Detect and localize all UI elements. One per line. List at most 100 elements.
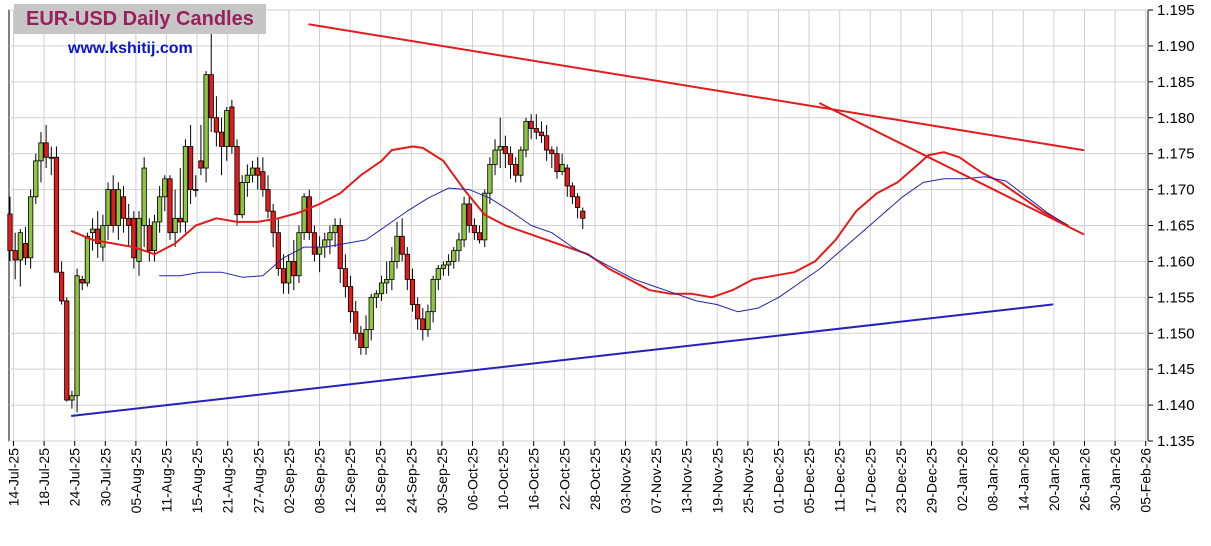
up-candle — [115, 189, 121, 226]
x-tick-label: 27-Aug-25 — [250, 448, 266, 514]
up-candle — [389, 261, 395, 280]
down-candle — [337, 225, 343, 269]
x-tick-label: 21-Aug-25 — [220, 448, 236, 514]
up-candle — [38, 142, 44, 162]
down-candle — [187, 146, 194, 190]
series — [7, 31, 586, 413]
x-tick-label: 02-Jan-26 — [954, 448, 970, 511]
up-candle — [84, 235, 90, 284]
down-candle — [110, 189, 116, 226]
down-candle — [22, 243, 29, 259]
up-candle — [456, 239, 462, 252]
down-candle — [280, 268, 287, 284]
up-candle — [497, 146, 503, 151]
down-candle — [7, 213, 13, 252]
down-candle — [270, 210, 276, 234]
y-tick-label: 1.175 — [1157, 146, 1195, 163]
down-candle — [291, 261, 297, 277]
up-candle — [172, 217, 178, 234]
down-candle — [208, 74, 214, 119]
x-tick-label: 10-Oct-25 — [495, 448, 511, 510]
up-candle — [296, 232, 302, 277]
x-tick-label: 30-Jul-25 — [97, 448, 113, 507]
y-tick-label: 1.165 — [1157, 218, 1195, 235]
x-tick-label: 20-Jan-26 — [1046, 448, 1062, 511]
x-tick-label: 01-Dec-25 — [771, 448, 787, 514]
down-candle — [265, 189, 271, 212]
up-candle — [89, 228, 96, 234]
x-tick-label: 30-Sep-25 — [434, 448, 450, 514]
down-candle — [533, 128, 539, 133]
up-candle — [244, 174, 250, 183]
down-candle — [53, 156, 60, 273]
x-tick-label: 24-Sep-25 — [403, 448, 419, 514]
down-candle — [507, 153, 514, 165]
x-tick-label: 30-Jan-26 — [1107, 448, 1123, 511]
down-candle — [476, 232, 483, 241]
y-tick-label: 1.195 — [1157, 2, 1195, 19]
up-candle — [461, 203, 467, 241]
down-candle — [311, 232, 318, 255]
down-candle — [544, 135, 550, 151]
trendline-resistance-long — [308, 23, 1085, 152]
x-tick-label: 25-Nov-25 — [740, 448, 756, 514]
chart-title: EUR-USD Daily Candles — [14, 4, 266, 34]
down-candle — [167, 178, 173, 234]
down-candle — [234, 146, 240, 216]
y-tick-label: 1.185 — [1157, 74, 1195, 91]
up-candle — [100, 225, 106, 248]
up-candle — [239, 181, 245, 216]
moving-average-short — [70, 145, 1069, 299]
down-candle — [549, 149, 555, 155]
y-tick-label: 1.150 — [1157, 325, 1195, 342]
x-tick-label: 11-Dec-25 — [832, 448, 848, 513]
y-tick-label: 1.190 — [1157, 38, 1195, 55]
down-candle — [466, 203, 472, 226]
down-candle — [275, 232, 281, 270]
down-candle — [347, 286, 354, 313]
down-candle — [409, 278, 416, 305]
overlay-lines — [70, 23, 1085, 417]
x-tick-label: 11-Aug-25 — [159, 448, 175, 513]
x-tick-label: 06-Oct-25 — [465, 448, 481, 510]
up-candle — [17, 232, 23, 261]
up-candle — [203, 74, 209, 169]
x-tick-label: 16-Oct-25 — [526, 448, 542, 510]
up-candle — [332, 225, 338, 234]
down-candle — [564, 167, 570, 187]
down-candle — [513, 164, 519, 176]
up-candle — [523, 120, 529, 151]
x-tick-label: 05-Dec-25 — [801, 448, 817, 514]
x-axis: 14-Jul-25 18-Jul-25 24-Jul-25 30-Jul-25 05-A… — [6, 441, 1154, 513]
down-candle — [255, 167, 261, 176]
x-tick-label: 17-Dec-25 — [862, 448, 878, 514]
down-candle — [43, 142, 49, 158]
down-candle — [353, 311, 359, 334]
down-candle — [580, 210, 586, 219]
up-candle — [151, 221, 158, 252]
up-candle — [224, 110, 230, 147]
up-candle — [394, 235, 400, 262]
x-tick-label: 14-Jan-26 — [1015, 448, 1031, 511]
y-axis: 1.135 1.140 1.145 1.150 1.155 1.160 1.165 1.170… — [1148, 2, 1195, 450]
x-tick-label: 13-Nov-25 — [679, 448, 695, 514]
up-candle — [322, 239, 328, 248]
up-candle — [28, 196, 34, 259]
up-candle — [440, 264, 447, 269]
grid — [9, 9, 1148, 442]
down-candle — [229, 106, 235, 147]
up-candle — [487, 164, 493, 194]
x-tick-label: 18-Jul-25 — [36, 448, 52, 507]
y-tick-label: 1.140 — [1157, 397, 1195, 414]
down-candle — [415, 304, 421, 320]
y-tick-label: 1.180 — [1157, 110, 1195, 127]
up-candle — [141, 167, 147, 226]
down-candle — [420, 318, 426, 331]
x-tick-label: 08-Sep-25 — [312, 448, 328, 514]
x-tick-label: 12-Sep-25 — [342, 448, 358, 514]
up-candle — [425, 311, 431, 331]
x-tick-label: 14-Jul-25 — [6, 448, 22, 507]
website-link[interactable]: www.kshitij.com — [68, 40, 193, 57]
